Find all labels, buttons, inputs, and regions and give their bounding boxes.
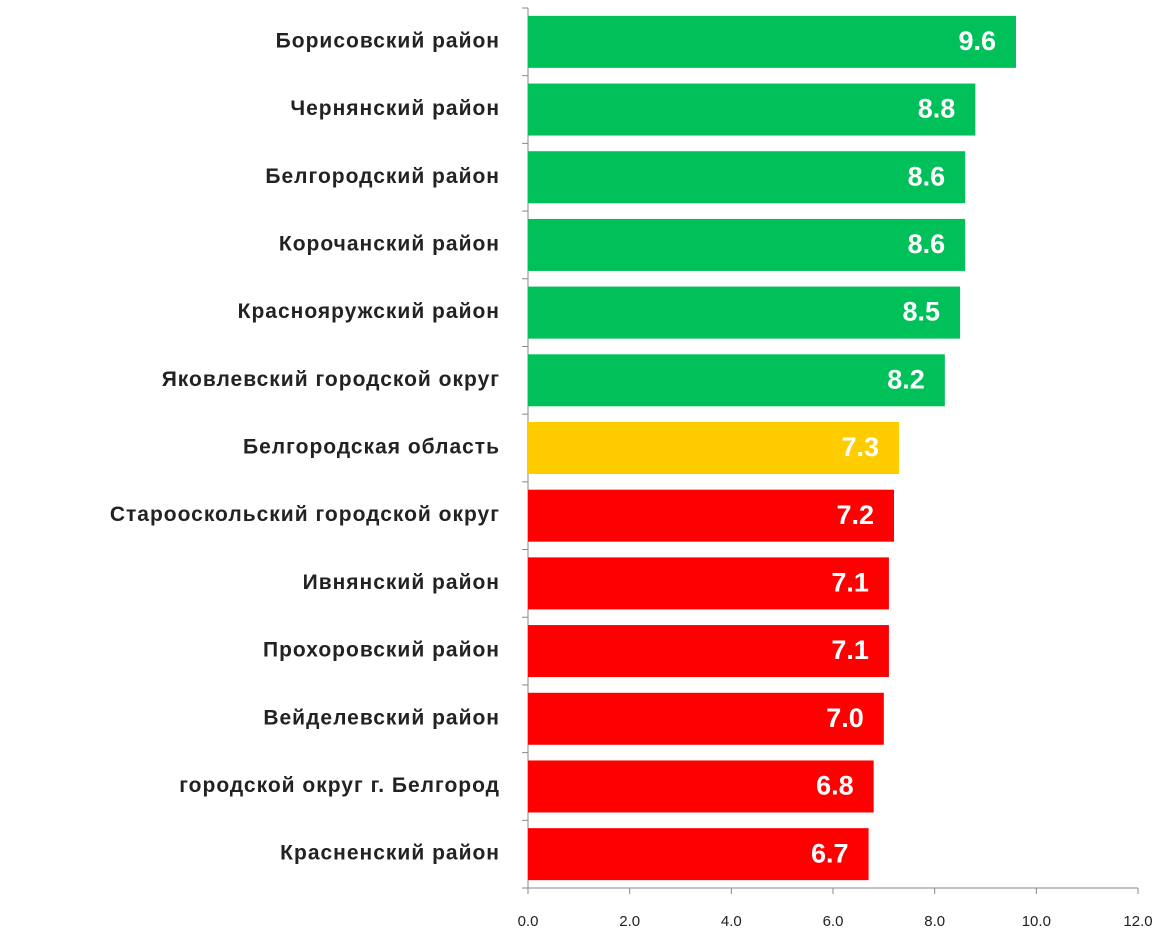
x-tick-label: 12.0 [1123, 913, 1152, 930]
category-label: Вейделевский район [263, 706, 500, 729]
x-tick-label: 6.0 [823, 913, 844, 930]
category-label: Корочанский район [279, 232, 500, 255]
value-label: 7.1 [831, 635, 869, 665]
bar [528, 218, 966, 271]
category-label: Борисовский район [276, 29, 500, 52]
bar [528, 354, 945, 407]
value-label: 7.3 [842, 432, 880, 462]
x-tick-label: 4.0 [721, 913, 742, 930]
category-label: городской округ г. Белгород [179, 774, 500, 797]
value-label: 7.1 [831, 568, 869, 598]
value-label: 8.6 [908, 229, 946, 259]
bar [528, 286, 961, 339]
category-label: Белгородская область [243, 436, 500, 459]
value-label: 6.8 [816, 771, 854, 801]
value-label: 7.2 [836, 500, 874, 530]
bar [528, 760, 874, 813]
bar [528, 422, 900, 474]
category-label: Красненский район [280, 842, 500, 865]
x-tick-label: 10.0 [1022, 913, 1051, 930]
category-label: Прохоровский район [263, 639, 500, 662]
x-tick-label: 2.0 [619, 913, 640, 930]
value-label: 7.0 [826, 703, 864, 733]
value-label: 8.8 [918, 94, 956, 124]
bar [528, 557, 889, 610]
bar [528, 625, 889, 678]
bar [528, 151, 966, 204]
category-label: Чернянский район [290, 97, 500, 120]
category-label: Яковлевский городской округ [162, 368, 500, 391]
bar [528, 828, 869, 881]
value-label: 8.5 [903, 297, 941, 327]
bar [528, 489, 894, 542]
bar [528, 83, 976, 136]
bar [528, 15, 1016, 68]
value-label: 9.6 [958, 26, 996, 56]
category-label: Краснояружский район [238, 300, 500, 323]
value-label: 8.2 [887, 364, 925, 394]
category-label: Старооскольский городской округ [110, 503, 500, 526]
category-label: Белгородский район [265, 165, 500, 188]
value-label: 6.7 [811, 838, 849, 868]
bar [528, 692, 884, 745]
x-tick-label: 0.0 [518, 913, 539, 930]
x-tick-label: 8.0 [924, 913, 945, 930]
value-label: 8.6 [908, 161, 946, 191]
category-label: Ивнянский район [303, 571, 500, 594]
